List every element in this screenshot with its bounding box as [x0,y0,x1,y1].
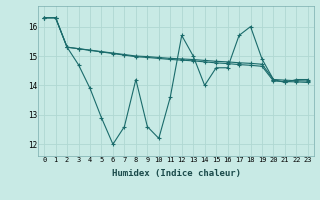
X-axis label: Humidex (Indice chaleur): Humidex (Indice chaleur) [111,169,241,178]
